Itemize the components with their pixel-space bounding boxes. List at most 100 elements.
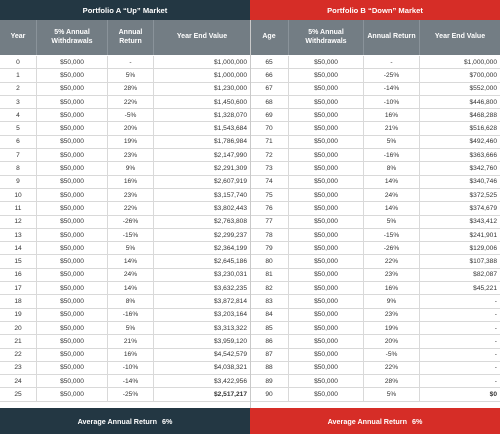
value-cell: $1,786,984 (213, 138, 247, 146)
table-row: 70 $50,000 21% $516,628 (250, 122, 500, 136)
age-cell: 77 (250, 215, 289, 228)
age-cell: 75 (250, 188, 289, 202)
age-cell: 81 (250, 268, 289, 282)
age-cell: 83 (250, 295, 289, 308)
return-cell: 5% (364, 135, 420, 149)
age-cell: 72 (250, 149, 289, 162)
year-cell: 18 (0, 295, 37, 308)
value-cell: $3,802,443 (213, 204, 247, 212)
age-cell: 79 (250, 242, 289, 255)
return-cell: 5% (364, 388, 420, 401)
table-row: 86 $50,000 20% - (250, 335, 500, 349)
average-return-value: 6% (411, 416, 423, 426)
withdrawal-cell: $50,000 (289, 348, 364, 361)
table-row: 84 $50,000 23% - (250, 308, 500, 322)
table-row: 0 $50,000- $1,000,000 (0, 56, 250, 70)
withdrawal-cell: $50,000 (37, 295, 108, 308)
value-cell: $1,543,684 (213, 125, 247, 133)
return-cell: 28% (364, 375, 420, 388)
table-row: 16 $50,000 24% $3,230,031 (0, 268, 250, 283)
year-cell: 20 (0, 321, 37, 335)
year-cell: 17 (0, 282, 37, 295)
header-withdrawals: 5% Annual Withdrawals (289, 20, 364, 55)
header-year-end-value: Year End Value (434, 33, 486, 41)
return-cell: 20% (108, 122, 154, 135)
table-row: 2 $50,000 28% $1,230,000 (0, 82, 250, 96)
value-cell: $1,000,000 (213, 71, 247, 79)
withdrawal-cell: $50,000 (37, 375, 108, 388)
year-cell: 4 (0, 109, 37, 122)
header-annual-return: Annual Return (364, 20, 420, 55)
portfolio-b-rows: 65 $50,000- $1,000,000 66 $50,000 -25% $700,00… (250, 56, 500, 402)
year-cell: 16 (0, 268, 37, 282)
return-cell: -14% (364, 82, 420, 95)
value-cell: $1,000,000 (463, 58, 497, 66)
value-cell: $3,959,120 (213, 337, 247, 345)
withdrawal-cell: $50,000 (289, 175, 364, 188)
table-row: 23 $50,000 -10% $4,038,321 (0, 361, 250, 376)
value-cell: $363,666 (469, 151, 497, 159)
table-row: 74 $50,000 14% $340,746 (250, 175, 500, 189)
withdrawal-cell: $50,000 (37, 282, 108, 295)
return-cell: 16% (108, 348, 154, 361)
return-cell: -10% (108, 361, 154, 375)
year-cell: 22 (0, 348, 37, 361)
table-row: 11 $50,000 22% $3,802,443 (0, 202, 250, 216)
withdrawal-cell: $50,000 (289, 388, 364, 401)
table-row: 78 $50,000 -15% $241,901 (250, 228, 500, 243)
withdrawal-cell: $50,000 (289, 255, 364, 268)
age-cell: 85 (250, 321, 289, 335)
value-cell: - (494, 351, 497, 359)
return-cell: 9% (108, 162, 154, 175)
average-return-value: 6% (161, 416, 173, 426)
return-cell: -5% (108, 109, 154, 122)
age-cell: 88 (250, 361, 289, 375)
withdrawal-cell: $50,000 (37, 188, 108, 202)
age-cell: 70 (250, 122, 289, 135)
return-cell: -15% (108, 228, 154, 242)
value-cell: $3,422,956 (213, 377, 247, 385)
withdrawal-cell: $50,000 (37, 321, 108, 335)
value-cell: - (494, 377, 497, 385)
return-cell: 22% (108, 95, 154, 109)
return-cell: - (108, 56, 154, 69)
table-row: 81 $50,000 23% $82,087 (250, 268, 500, 283)
withdrawal-cell: $50,000 (289, 268, 364, 282)
withdrawal-cell: $50,000 (289, 375, 364, 388)
age-cell: 82 (250, 282, 289, 295)
header-year: Year (0, 20, 37, 55)
value-cell: $45,221 (473, 284, 497, 292)
table-row: 19 $50,000 -16% $3,203,164 (0, 308, 250, 322)
value-cell: $2,763,808 (213, 218, 247, 226)
return-cell: 24% (364, 188, 420, 202)
return-cell: -5% (364, 348, 420, 361)
age-cell: 66 (250, 69, 289, 82)
value-cell: $700,000 (469, 71, 497, 79)
withdrawal-cell: $50,000 (37, 82, 108, 95)
table-row: 67 $50,000 -14% $552,000 (250, 82, 500, 96)
table-row: 69 $50,000 16% $468,288 (250, 109, 500, 123)
return-cell: 16% (364, 109, 420, 122)
table-row: 9 $50,000 16% $2,607,919 (0, 175, 250, 189)
return-cell: 9% (364, 295, 420, 308)
age-cell: 90 (250, 388, 289, 401)
table-row: 13 $50,000 -15% $2,299,237 (0, 228, 250, 243)
return-cell: -26% (108, 215, 154, 228)
return-cell: 14% (108, 282, 154, 295)
value-cell: $492,460 (469, 138, 497, 146)
value-cell: $1,230,000 (213, 85, 247, 93)
table-row: 87 $50,000 -5% - (250, 348, 500, 362)
table-row: 6 $50,000 19% $1,786,984 (0, 135, 250, 150)
header-year-end-value: Year End Value (176, 33, 228, 41)
value-cell: $1,450,600 (213, 98, 247, 106)
return-cell: 23% (364, 308, 420, 321)
value-cell: - (494, 311, 497, 319)
withdrawal-cell: $50,000 (37, 215, 108, 228)
value-cell: - (494, 364, 497, 372)
value-cell: $340,746 (469, 178, 497, 186)
table-row: 25 $50,000 -25% $2,517,217 (0, 388, 250, 402)
table-row: 24 $50,000 -14% $3,422,956 (0, 375, 250, 389)
value-cell: $3,157,740 (213, 191, 247, 199)
return-cell: 23% (108, 149, 154, 162)
value-cell: $82,087 (473, 271, 497, 279)
